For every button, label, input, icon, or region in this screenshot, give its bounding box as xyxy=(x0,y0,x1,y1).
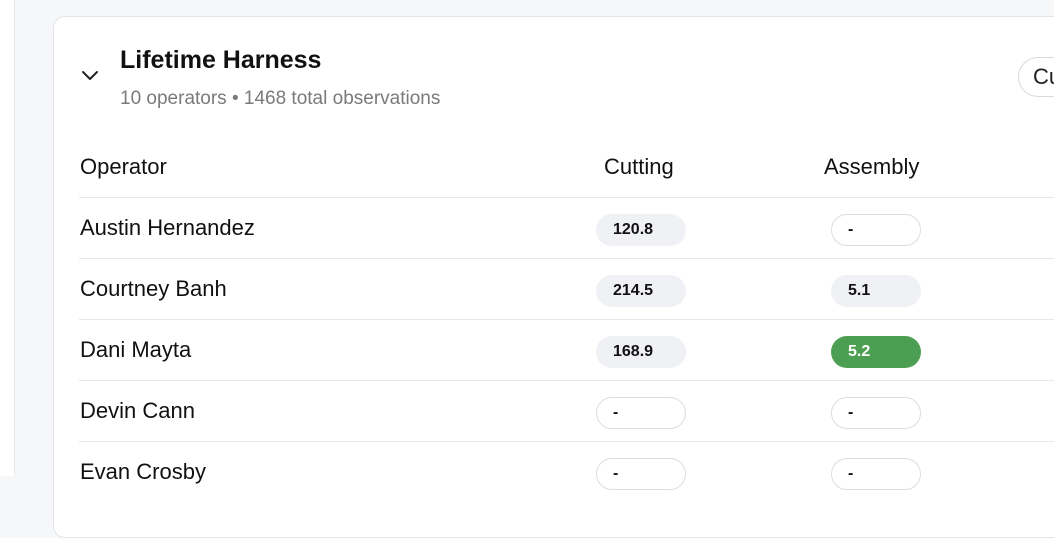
chevron-down-icon[interactable] xyxy=(80,66,100,86)
assembly-value-pill: - xyxy=(831,214,921,246)
column-header-assembly[interactable]: Assembly xyxy=(824,154,920,179)
column-header-operator[interactable]: Operator xyxy=(80,154,167,179)
section-subtitle: 10 operators • 1468 total observations xyxy=(120,88,441,109)
header-action-button[interactable]: Cu xyxy=(1018,57,1054,97)
operator-name: Courtney Banh xyxy=(80,276,227,301)
assembly-value-pill: - xyxy=(831,397,921,429)
operator-name: Dani Mayta xyxy=(80,337,192,362)
cutting-value-pill: - xyxy=(596,397,686,429)
row-divider xyxy=(79,319,1054,320)
row-divider xyxy=(79,441,1054,442)
operator-name: Austin Hernandez xyxy=(80,215,255,240)
row-divider xyxy=(79,380,1054,381)
column-header-cutting[interactable]: Cutting xyxy=(604,154,674,179)
assembly-value-pill: 5.1 xyxy=(831,275,921,307)
assembly-value-pill: - xyxy=(831,458,921,490)
cutting-value-pill: 168.9 xyxy=(596,336,686,368)
operator-name: Evan Crosby xyxy=(80,459,206,484)
header-divider xyxy=(79,197,1054,198)
left-sidebar-edge xyxy=(0,0,15,476)
cutting-value-pill: 120.8 xyxy=(596,214,686,246)
section-title: Lifetime Harness xyxy=(120,46,322,74)
cutting-value-pill: - xyxy=(596,458,686,490)
row-divider xyxy=(79,258,1054,259)
cutting-value-pill: 214.5 xyxy=(596,275,686,307)
operator-name: Devin Cann xyxy=(80,398,195,423)
assembly-value-pill: 5.2 xyxy=(831,336,921,368)
